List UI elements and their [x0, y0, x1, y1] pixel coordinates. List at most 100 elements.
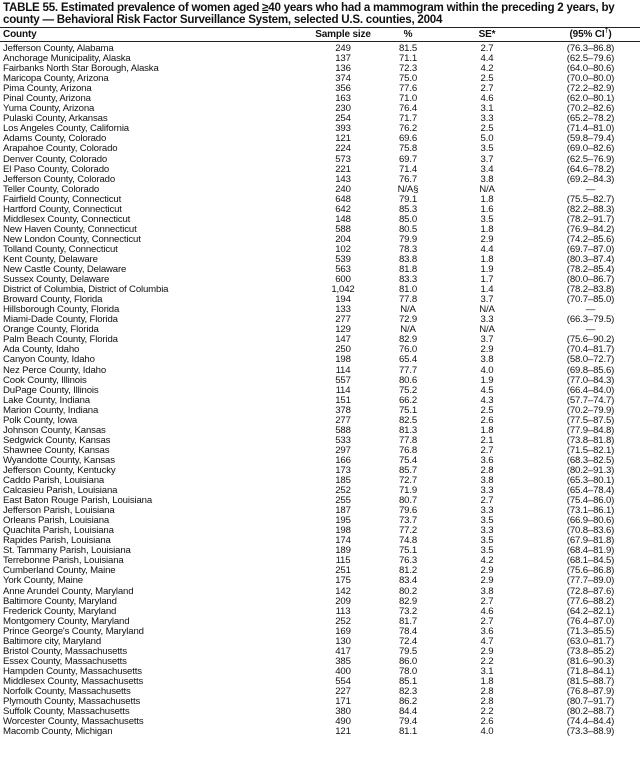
- cell-percent: 71.4: [398, 163, 418, 175]
- cell-se: 1.6: [480, 203, 494, 215]
- cell-se: 2.5: [480, 404, 494, 416]
- table-row: Nez Perce County, Idaho 114 77.7 4.0 (69.8–8…: [0, 364, 640, 376]
- table-row: Sedgwick County, Kansas 533 77.8 2.1 (73.8–8…: [0, 434, 640, 446]
- cell-sample-size: 600: [335, 274, 351, 286]
- cell-percent: 77.8: [398, 434, 418, 446]
- cell-county: Hillsborough County, Florida: [3, 304, 120, 316]
- cell-county: Ada County, Idaho: [3, 344, 80, 356]
- cell-county: Miami-Dade County, Florida: [3, 314, 118, 326]
- cell-county: Orleans Parish, Louisiana: [3, 515, 110, 527]
- table-row: Teller County, Colorado 240 N/A§ N/A —: [0, 184, 640, 195]
- cell-percent: 72.7: [398, 475, 418, 487]
- cell-county: New London County, Connecticut: [3, 233, 141, 245]
- cell-sample-size: 171: [335, 696, 351, 708]
- cell-percent: 79.9: [398, 233, 418, 245]
- cell-percent: 76.2: [398, 123, 418, 135]
- cell-sample-size: 252: [335, 485, 351, 497]
- table-row: Norfolk County, Massachusetts 227 82.3 2.8 (…: [0, 686, 640, 697]
- table-row: East Baton Rouge Parish, Louisiana 255 80.…: [0, 496, 640, 506]
- header-row: County Sample size % SE* (95% CI†): [0, 27, 640, 42]
- cell-sample-size: 175: [335, 575, 351, 587]
- cell-county: District of Columbia, District of Columb…: [3, 284, 169, 296]
- cell-percent: 72.9: [398, 314, 418, 326]
- cell-ci: (59.8–79.4): [566, 133, 615, 145]
- cell-se: 2.7: [480, 444, 494, 456]
- cell-sample-size: 130: [335, 635, 351, 647]
- cell-se: 4.0: [480, 364, 494, 376]
- cell-county: Worcester County, Massachusetts: [3, 716, 144, 728]
- cell-percent: 71.0: [398, 93, 418, 105]
- cell-ci: (75.5–82.7): [566, 193, 615, 205]
- cell-sample-size: 113: [335, 605, 351, 617]
- cell-sample-size: 169: [335, 625, 351, 637]
- cell-se: 2.8: [480, 686, 494, 697]
- cell-ci: (66.4–84.0): [566, 384, 615, 396]
- cell-sample-size: 588: [335, 223, 351, 235]
- cell-county: Essex County, Massachusetts: [3, 655, 127, 667]
- cell-sample-size: 142: [335, 585, 351, 597]
- table-row: Fairfield County, Connecticut 648 79.1 1.8 (…: [0, 193, 640, 205]
- table-row: Johnson County, Kansas 588 81.3 1.8 (77.9–84…: [0, 424, 640, 436]
- cell-ci: (62.5–76.9): [566, 153, 615, 165]
- cell-percent: 83.3: [398, 274, 418, 286]
- header-ci: (95% CI†): [541, 27, 640, 42]
- cell-ci: (77.9–84.8): [566, 424, 615, 436]
- table-row: New Castle County, Delaware 563 81.8 1.9 (78…: [0, 264, 640, 275]
- cell-percent: N/A: [400, 324, 416, 336]
- cell-percent: 80.5: [398, 223, 418, 235]
- cell-ci: (80.2–91.3): [566, 464, 615, 476]
- table-row: Orange County, Florida 129 N/A N/A —: [0, 325, 640, 335]
- cell-se: 1.8: [480, 675, 494, 687]
- cell-ci: (81.6–90.3): [566, 655, 615, 667]
- cell-county: Pima County, Arizona: [3, 83, 92, 95]
- cell-county: Jefferson Parish, Louisiana: [3, 505, 115, 517]
- cell-se: 2.7: [480, 495, 494, 507]
- cell-percent: 82.3: [398, 686, 418, 697]
- table-row: Pulaski County, Arkansas 254 71.7 3.3 (65.2–…: [0, 114, 640, 124]
- cell-se: 2.2: [480, 655, 494, 667]
- cell-sample-size: 249: [335, 43, 351, 54]
- cell-sample-size: 221: [335, 163, 351, 175]
- cell-sample-size: 230: [335, 103, 351, 115]
- cell-se: N/A: [479, 304, 495, 316]
- cell-sample-size: 374: [335, 73, 351, 85]
- table-row: Jefferson County, Alabama 249 81.5 2.7 (76.3…: [0, 42, 640, 55]
- table-row: Macomb County, Michigan 121 81.1 4.0 (73.3–8…: [0, 727, 640, 737]
- cell-sample-size: 539: [335, 253, 351, 265]
- cell-se: 3.6: [480, 625, 494, 637]
- cell-se: 4.4: [480, 243, 494, 255]
- cell-percent: 86.2: [398, 696, 418, 708]
- cell-se: 1.8: [480, 193, 494, 205]
- cell-sample-size: 198: [335, 525, 351, 537]
- cell-se: 1.8: [480, 424, 494, 436]
- cell-se: 3.3: [480, 113, 494, 125]
- cell-county: Lake County, Indiana: [3, 394, 90, 406]
- cell-percent: 85.3: [398, 203, 418, 215]
- table-row: Hillsborough County, Florida 133 N/A N/A —: [0, 305, 640, 315]
- cell-percent: 71.7: [398, 113, 418, 125]
- cell-percent: 79.6: [398, 505, 418, 517]
- cell-se: 4.4: [480, 53, 494, 65]
- cell-sample-size: 195: [335, 515, 351, 527]
- cell-se: 4.6: [480, 605, 494, 617]
- cell-se: 4.2: [480, 555, 494, 567]
- title-text: TABLE 55. Estimated prevalence of women …: [3, 1, 263, 14]
- cell-se: 4.7: [480, 635, 494, 647]
- cell-county: Los Angeles County, California: [3, 123, 129, 135]
- cell-sample-size: 148: [335, 213, 351, 225]
- cell-se: 2.7: [480, 595, 494, 607]
- table-row: Ada County, Idaho 250 76.0 2.9 (70.4–81.7): [0, 345, 640, 355]
- header-percent: %: [383, 27, 433, 42]
- table-row: York County, Maine 175 83.4 2.9 (77.7–89.0): [0, 576, 640, 586]
- table-row: District of Columbia, District of Columb…: [0, 285, 640, 295]
- cell-ci: (66.9–80.6): [566, 515, 615, 527]
- cell-percent: 76.8: [398, 444, 418, 456]
- cell-se: 2.7: [480, 83, 494, 95]
- table-row: Essex County, Massachusetts 385 86.0 2.2 (81…: [0, 655, 640, 667]
- cell-ci: (81.5–88.7): [566, 675, 615, 687]
- cell-percent: 83.4: [398, 575, 418, 587]
- cell-sample-size: 417: [335, 645, 351, 657]
- cell-sample-size: 114: [335, 384, 351, 396]
- cell-percent: 85.1: [398, 675, 418, 687]
- cell-sample-size: 129: [335, 324, 351, 336]
